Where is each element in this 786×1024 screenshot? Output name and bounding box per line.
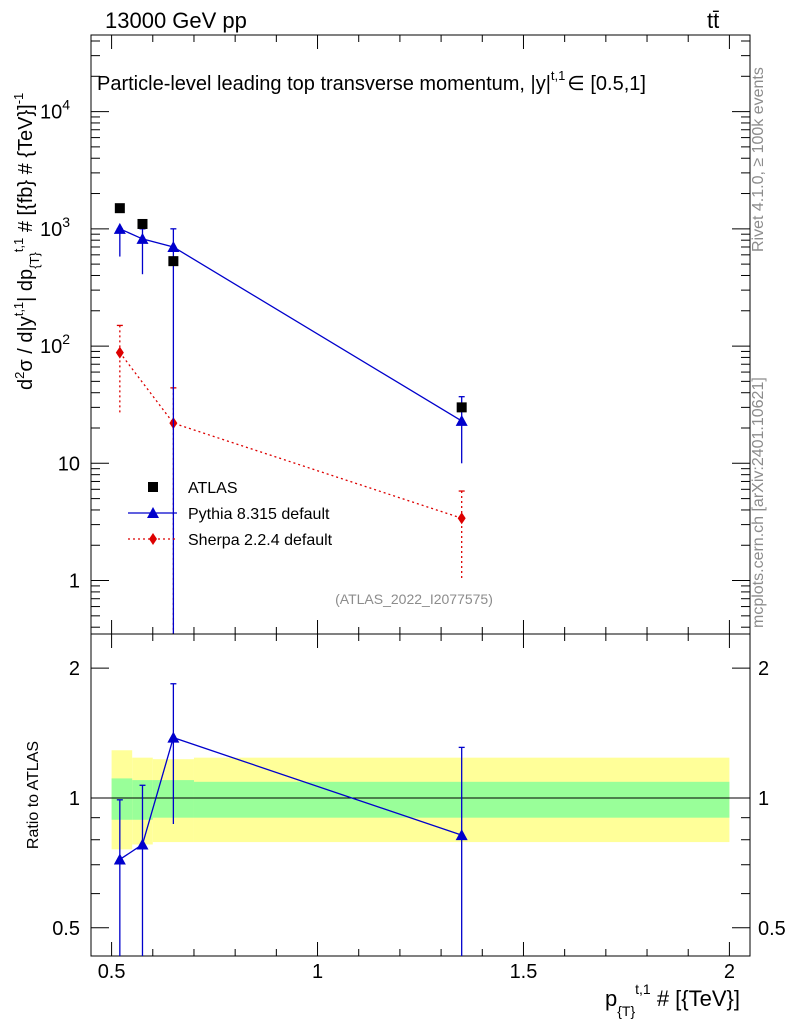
main-plot-panel: 1 10 102 103 104 [40,34,751,648]
ratio-y-tick-label: 1 [69,788,80,810]
site-label: mcplots.cern.ch [arXiv:2401.10621] [750,377,767,628]
rivet-version-label: Rivet 4.1.0, ≥ 100k events [750,67,767,252]
y-tick-label: 104 [40,97,70,124]
legend-marker-diamond [149,533,157,545]
x-axis-label: p{T}t,1 # [{TeV}] [605,981,740,1019]
atlas-point [456,402,467,413]
ratio-pythia-point [136,838,149,850]
ratio-y-axis-label: Ratio to ATLAS [25,741,42,849]
ratio-frame [90,633,751,957]
uncertainty-band-green-0 [111,778,133,820]
y-tick-label: 10 [58,453,80,475]
plot-title: Particle-level leading top transverse mo… [97,68,646,95]
sherpa-point [457,512,466,525]
atlas-point [137,218,148,229]
pythia-point [113,222,126,234]
y-tick-label: 102 [40,331,70,358]
ratio-y-tick-label-right: 2 [758,658,769,680]
x-tick-label: 2 [724,961,735,983]
ratio-pythia-point [167,731,180,743]
x-tick-label: 0.5 [98,961,126,983]
pythia-line [119,228,463,422]
pythia-point [455,414,468,426]
svg-text:d2σ / d|yt,1| dp{T}t,1 # [{fb}: d2σ / d|yt,1| dp{T}t,1 # [{fb} # {TeV}]-… [11,93,42,390]
x-tick-label: 1 [312,961,323,983]
ratio-pythia-point [113,853,126,865]
y-tick-label: 103 [40,214,70,241]
ratio-y-tick-label-right: 1 [758,788,769,810]
sherpa-line [119,352,462,519]
ratio-y-tick-label: 2 [69,658,80,680]
energy-label: 13000 GeV pp [105,8,247,33]
legend-marker-triangle [147,507,159,518]
pythia-point [136,232,149,244]
ratio-plot-panel: 0.5 1 1.5 2 0.5 0.5 1 1 2 2 [52,633,786,983]
ratio-y-tick-label-right: 0.5 [758,918,786,940]
main-y-axis-label: d2σ / d|yt,1| dp{T}t,1 # [{fb} # {TeV}]-… [11,93,42,390]
ratio-pythia-point [455,829,468,841]
x-tick-label: 1.5 [510,961,538,983]
atlas-point [168,256,179,267]
legend-marker-square [148,482,158,492]
sherpa-point [115,346,124,359]
ratio-y-tick-label: 0.5 [52,918,80,940]
y-tick-label: 1 [69,571,80,593]
ratio-pythia-line [119,736,462,861]
legend-label: Pythia 8.315 default [188,506,330,523]
atlas-point [114,203,125,214]
legend: ATLAS Pythia 8.315 default Sherpa 2.2.4 de… [128,480,333,549]
analysis-label: (ATLAS_2022_I2077575) [335,591,493,607]
process-label: tt̄ [707,8,719,33]
legend-label: Sherpa 2.2.4 default [188,532,333,549]
legend-label: ATLAS [188,480,238,497]
pythia-point [167,240,180,252]
